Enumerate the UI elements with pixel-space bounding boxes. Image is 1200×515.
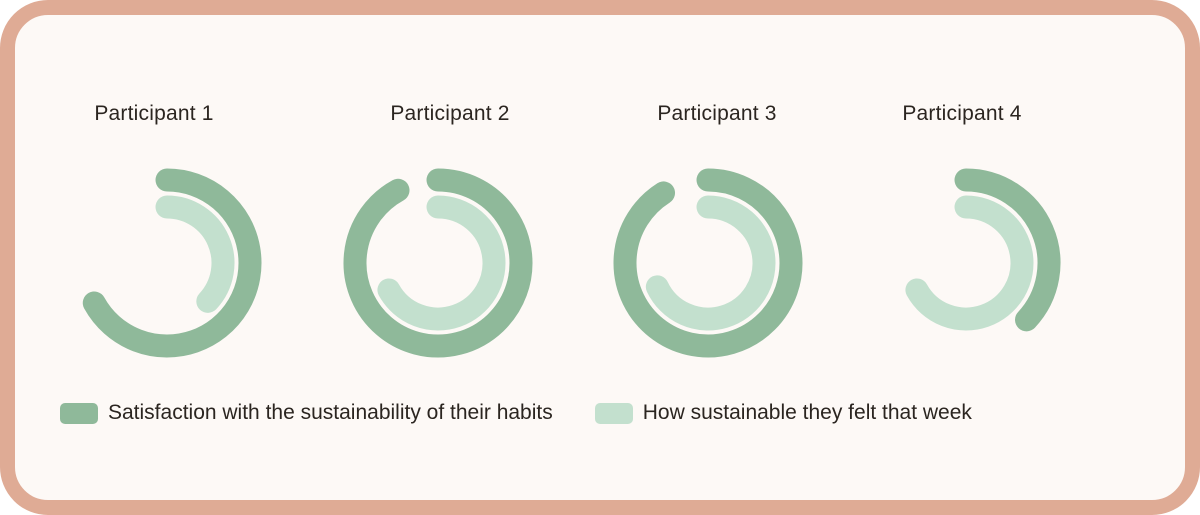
participant-1-title: Participant 1 [94,102,214,125]
participant-4-rings [905,168,1061,332]
participant-3-title: Participant 3 [657,102,777,125]
legend-label-satisfaction: Satisfaction with the sustainability of … [108,401,553,424]
legend-swatch-satisfaction [60,402,98,424]
arc-participant-3-satisfaction [613,168,803,358]
participant-3-rings [613,168,803,358]
legend-label-felt-sustainable: How sustainable they felt that week [642,401,972,424]
arc-participant-4-felt-sustainable [905,195,1034,331]
legend-item-satisfaction: Satisfaction with the sustainability of … [60,401,553,425]
arc-participant-2-felt-sustainable [377,195,506,331]
arc-participant-3-felt-sustainable [645,195,776,331]
arc-participant-2-satisfaction [343,168,533,358]
participant-2-title: Participant 2 [390,102,510,125]
participant-1-rings [82,168,262,358]
arc-participant-1-satisfaction [82,168,262,358]
arc-participant-4-satisfaction [954,168,1061,332]
participant-2-rings [343,168,533,358]
legend-swatch-felt-sustainable [594,402,633,424]
participant-4-title: Participant 4 [902,102,1022,125]
legend: Satisfaction with the sustainability of … [60,399,1014,427]
arc-participant-1-felt-sustainable [155,195,235,313]
legend-item-felt-sustainable: How sustainable they felt that week [594,401,972,425]
